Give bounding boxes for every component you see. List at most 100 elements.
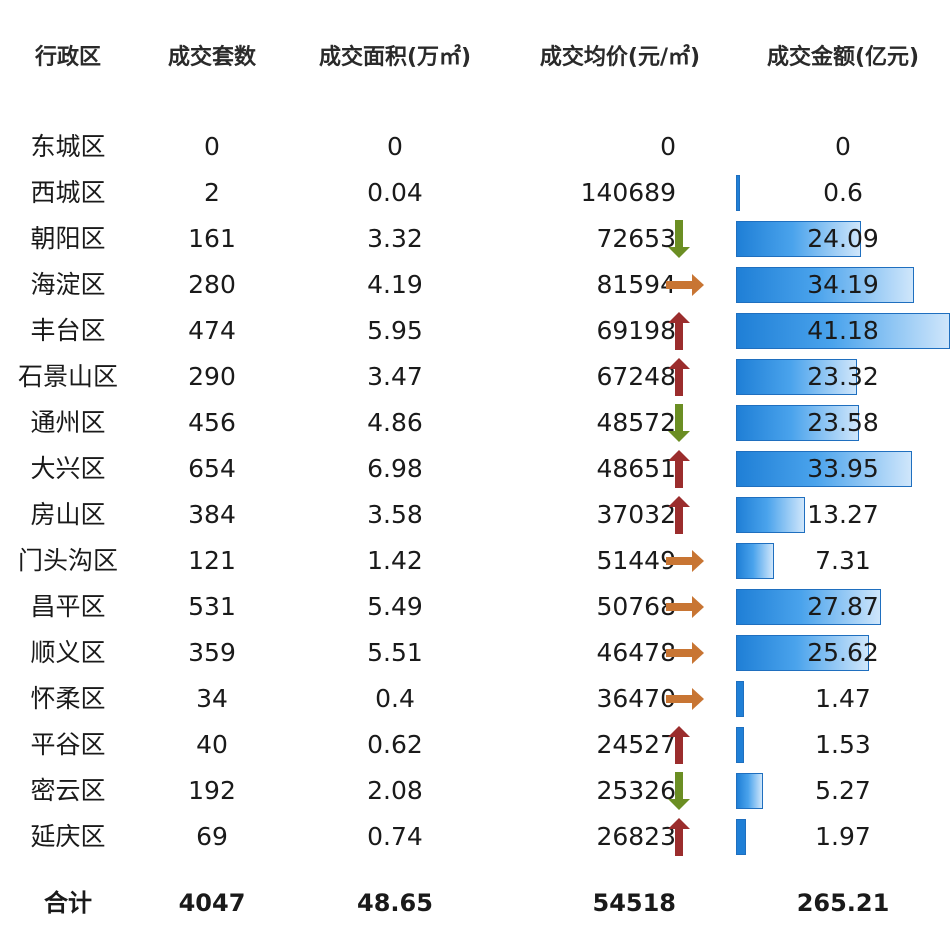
area-cell: 0.4 bbox=[375, 684, 415, 713]
area-cell: 0.62 bbox=[367, 730, 423, 759]
amount-data-bar bbox=[736, 405, 859, 441]
header-district: 行政区 bbox=[34, 45, 101, 70]
units-cell: 0 bbox=[204, 132, 220, 161]
table-row: 门头沟区 121 1.42 51449 7.31 bbox=[0, 538, 952, 584]
area-cell: 0.04 bbox=[367, 178, 423, 207]
trend-up-arrow-icon bbox=[668, 818, 690, 856]
district-cell: 延庆区 bbox=[30, 822, 106, 851]
district-cell: 通州区 bbox=[30, 408, 106, 437]
amount-data-bar bbox=[736, 497, 805, 533]
table-row: 丰台区 474 5.95 69198 41.18 bbox=[0, 308, 952, 354]
amount-cell: 7.31 bbox=[815, 546, 871, 575]
amount-cell: 13.27 bbox=[807, 500, 879, 529]
amount-cell: 34.19 bbox=[807, 270, 879, 299]
trend-down-arrow-icon bbox=[668, 220, 690, 258]
district-cell: 顺义区 bbox=[30, 638, 106, 667]
price-cell: 48651 bbox=[596, 454, 676, 483]
total-area: 48.65 bbox=[357, 889, 433, 917]
amount-data-bar bbox=[736, 267, 914, 303]
trend-up-arrow-icon bbox=[668, 450, 690, 488]
district-cell: 房山区 bbox=[30, 500, 106, 529]
table-header: 行政区 成交套数 成交面积(万㎡) 成交均价(元/㎡) 成交金额(亿元) bbox=[0, 38, 952, 78]
price-cell: 37032 bbox=[596, 500, 676, 529]
units-cell: 290 bbox=[188, 362, 236, 391]
amount-data-bar bbox=[736, 451, 912, 487]
trend-up-arrow-icon bbox=[668, 358, 690, 396]
amount-cell: 1.53 bbox=[815, 730, 871, 759]
price-cell: 24527 bbox=[596, 730, 676, 759]
price-cell: 36470 bbox=[596, 684, 676, 713]
district-cell: 海淀区 bbox=[30, 270, 106, 299]
amount-cell: 24.09 bbox=[807, 224, 879, 253]
trend-flat-arrow-icon bbox=[666, 596, 704, 618]
trend-up-arrow-icon bbox=[668, 726, 690, 764]
total-row: 合计 4047 48.65 54518 265.21 bbox=[0, 880, 952, 926]
area-cell: 3.47 bbox=[367, 362, 423, 391]
district-cell: 密云区 bbox=[30, 776, 106, 805]
area-cell: 0.74 bbox=[367, 822, 423, 851]
district-cell: 怀柔区 bbox=[30, 684, 106, 713]
area-cell: 3.32 bbox=[367, 224, 423, 253]
district-cell: 西城区 bbox=[30, 178, 106, 207]
price-cell: 48572 bbox=[596, 408, 676, 437]
area-cell: 5.49 bbox=[367, 592, 423, 621]
area-cell: 5.51 bbox=[367, 638, 423, 667]
amount-data-bar bbox=[736, 681, 744, 717]
table-row: 延庆区 69 0.74 26823 1.97 bbox=[0, 814, 952, 860]
amount-cell: 27.87 bbox=[807, 592, 879, 621]
amount-data-bar bbox=[736, 175, 740, 211]
units-cell: 456 bbox=[188, 408, 236, 437]
district-cell: 朝阳区 bbox=[30, 224, 106, 253]
price-cell: 81594 bbox=[596, 270, 676, 299]
price-cell: 140689 bbox=[580, 178, 676, 207]
header-amount: 成交金额(亿元) bbox=[766, 45, 920, 70]
table-row: 通州区 456 4.86 48572 23.58 bbox=[0, 400, 952, 446]
total-label: 合计 bbox=[44, 889, 92, 917]
amount-cell: 33.95 bbox=[807, 454, 879, 483]
table-row: 海淀区 280 4.19 81594 34.19 bbox=[0, 262, 952, 308]
trend-up-arrow-icon bbox=[668, 312, 690, 350]
price-cell: 25326 bbox=[596, 776, 676, 805]
amount-cell: 0 bbox=[835, 132, 851, 161]
amount-cell: 0.6 bbox=[823, 178, 863, 207]
amount-cell: 5.27 bbox=[815, 776, 871, 805]
amount-cell: 23.58 bbox=[807, 408, 879, 437]
units-cell: 654 bbox=[188, 454, 236, 483]
price-cell: 46478 bbox=[596, 638, 676, 667]
header-avg-price: 成交均价(元/㎡) bbox=[539, 45, 701, 70]
header-area: 成交面积(万㎡) bbox=[318, 45, 472, 70]
district-cell: 平谷区 bbox=[30, 730, 106, 759]
header-units: 成交套数 bbox=[167, 45, 256, 70]
table-row: 密云区 192 2.08 25326 5.27 bbox=[0, 768, 952, 814]
amount-data-bar bbox=[736, 773, 763, 809]
trend-down-arrow-icon bbox=[668, 404, 690, 442]
area-cell: 3.58 bbox=[367, 500, 423, 529]
amount-data-bar bbox=[736, 543, 774, 579]
amount-cell: 1.47 bbox=[815, 684, 871, 713]
price-cell: 50768 bbox=[596, 592, 676, 621]
district-cell: 石景山区 bbox=[17, 362, 118, 391]
units-cell: 280 bbox=[188, 270, 236, 299]
amount-cell: 41.18 bbox=[807, 316, 879, 345]
price-cell: 0 bbox=[660, 132, 676, 161]
area-cell: 6.98 bbox=[367, 454, 423, 483]
units-cell: 121 bbox=[188, 546, 236, 575]
amount-data-bar bbox=[736, 635, 869, 671]
area-cell: 4.19 bbox=[367, 270, 423, 299]
price-cell: 67248 bbox=[596, 362, 676, 391]
total-amount: 265.21 bbox=[796, 889, 890, 917]
table-row: 怀柔区 34 0.4 36470 1.47 bbox=[0, 676, 952, 722]
table-row: 大兴区 654 6.98 48651 33.95 bbox=[0, 446, 952, 492]
district-cell: 大兴区 bbox=[30, 454, 106, 483]
table-row: 石景山区 290 3.47 67248 23.32 bbox=[0, 354, 952, 400]
area-cell: 5.95 bbox=[367, 316, 423, 345]
area-cell: 1.42 bbox=[367, 546, 423, 575]
units-cell: 34 bbox=[196, 684, 228, 713]
trend-flat-arrow-icon bbox=[666, 274, 704, 296]
amount-cell: 1.97 bbox=[815, 822, 871, 851]
amount-data-bar bbox=[736, 589, 881, 625]
units-cell: 384 bbox=[188, 500, 236, 529]
area-cell: 0 bbox=[387, 132, 403, 161]
trend-flat-arrow-icon bbox=[666, 688, 704, 710]
price-cell: 72653 bbox=[596, 224, 676, 253]
